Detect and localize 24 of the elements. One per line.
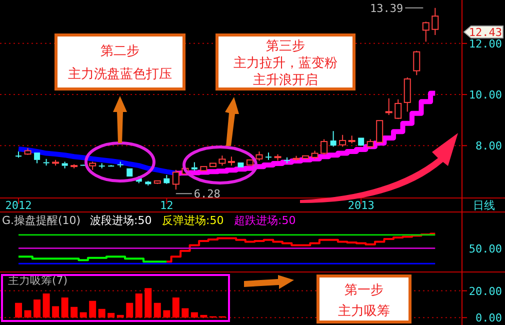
annotation: 主力洗盘蓝色打压 <box>68 66 172 82</box>
annotation: 6.28 <box>194 188 220 201</box>
y-tick-label: 10.00 <box>468 88 502 102</box>
annotation: 第三步 <box>266 39 305 54</box>
text: 12.43 <box>468 26 502 39</box>
x-tick-label: 2013 <box>348 199 374 212</box>
y-tick-label: 20.00 <box>468 284 502 298</box>
text: 波段进场:50 <box>90 214 152 227</box>
y-tick-label: 0.00 <box>476 312 502 325</box>
text: 日线 <box>473 199 495 212</box>
annotation: 主力拉升，蓝变粉 <box>234 55 338 71</box>
annotation: 主升浪开启 <box>253 72 318 88</box>
x-tick-label: 2012 <box>5 199 32 212</box>
chart-title: G.操盘提醒(10) <box>2 214 81 227</box>
annotation: 第二步 <box>100 44 140 59</box>
annotation: 第一步 <box>344 283 384 298</box>
annotation: 主力吸筹 <box>338 303 390 319</box>
y-tick-label: 8.00 <box>476 140 502 153</box>
x-tick-label: 12 <box>160 199 174 212</box>
annotation: 13.39 <box>370 2 404 15</box>
text: 50.00 <box>468 242 502 256</box>
text: 反弹进场:50 <box>162 214 224 227</box>
text: 超跌进场:50 <box>234 214 296 227</box>
y-tick-label: 12.00 <box>468 37 502 50</box>
